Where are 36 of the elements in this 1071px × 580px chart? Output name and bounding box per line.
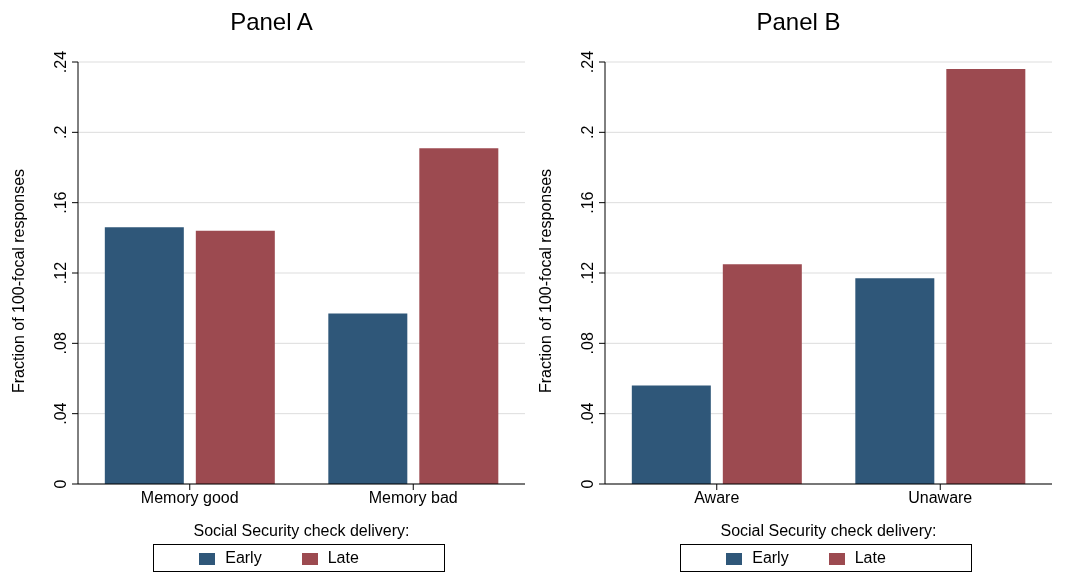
legend-label: Early xyxy=(225,549,262,566)
x-axis-title: Social Security check delivery: xyxy=(720,522,937,539)
bar xyxy=(195,230,275,484)
bar xyxy=(722,264,802,484)
bar xyxy=(419,148,499,484)
bar xyxy=(631,385,711,484)
y-tick-label: .2 xyxy=(52,125,69,140)
y-tick-label: .12 xyxy=(52,261,69,285)
y-tick-label: .24 xyxy=(52,50,69,74)
x-tick-label: Memory good xyxy=(140,489,239,507)
y-tick-label: .08 xyxy=(52,332,69,355)
y-axis-title: Fraction of 100-focal responses xyxy=(536,168,554,393)
y-tick-label: .08 xyxy=(579,332,596,355)
x-tick-label: Memory bad xyxy=(368,489,458,507)
y-tick-label: 0 xyxy=(579,479,596,489)
y-tick-label: .24 xyxy=(579,50,596,74)
y-tick-label: .12 xyxy=(579,261,596,285)
y-tick-label: .16 xyxy=(579,191,596,214)
bar xyxy=(946,69,1026,484)
x-tick-label: Unaware xyxy=(908,489,973,507)
chart-title: Panel B xyxy=(755,8,842,37)
bar xyxy=(855,278,935,484)
x-tick-label: Aware xyxy=(694,489,740,507)
x-axis-title: Social Security check delivery: xyxy=(193,522,410,539)
y-axis-title: Fraction of 100-focal responses xyxy=(9,168,27,393)
legend-label: Early xyxy=(752,549,789,566)
y-tick-label: .04 xyxy=(52,402,69,425)
y-tick-label: .16 xyxy=(52,191,69,214)
bar xyxy=(328,313,408,484)
legend-label: Late xyxy=(854,549,886,566)
y-tick-label: .04 xyxy=(579,402,596,425)
legend-label: Late xyxy=(327,549,359,566)
chart-title: Panel A xyxy=(229,8,314,37)
y-tick-label: 0 xyxy=(52,479,69,489)
bar xyxy=(104,227,184,484)
y-tick-label: .2 xyxy=(579,125,596,140)
